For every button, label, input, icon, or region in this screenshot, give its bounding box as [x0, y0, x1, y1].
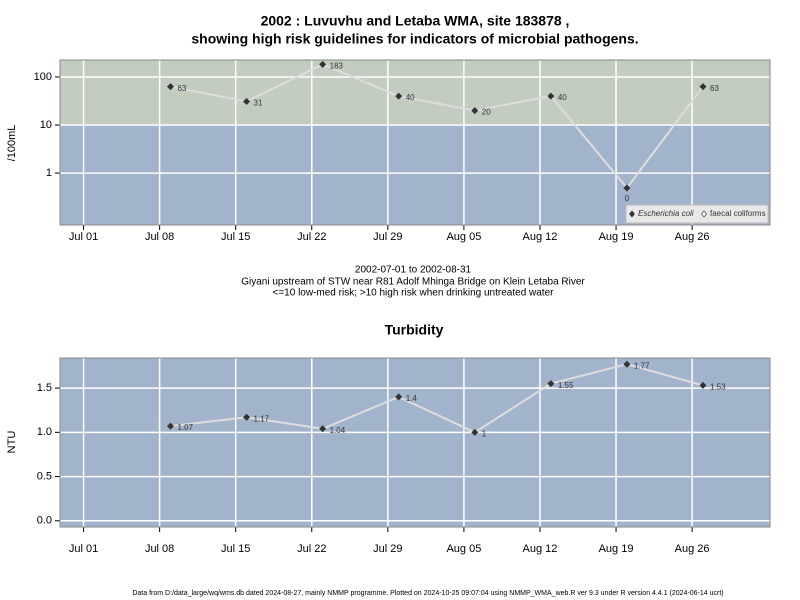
data-label: 40	[406, 93, 415, 102]
data-label: 1.17	[254, 414, 270, 423]
data-point	[623, 184, 631, 192]
data-point	[319, 60, 327, 68]
data-point	[243, 97, 251, 105]
x-tick-label: Aug 19	[599, 231, 634, 243]
x-tick-label: Jul 15	[221, 543, 250, 555]
caption: <=10 low-med risk; >10 high risk when dr…	[273, 288, 555, 299]
series-line	[170, 63, 704, 190]
data-label: 31	[254, 99, 263, 108]
series-line	[170, 363, 704, 434]
data-point	[471, 428, 479, 436]
legend-label: faecal coliforms	[710, 209, 766, 218]
x-tick-label: Jul 29	[373, 543, 402, 555]
y-tick-label: 0.0	[37, 515, 52, 527]
x-tick-label: Jul 08	[145, 543, 174, 555]
x-tick-label: Jul 22	[297, 543, 326, 555]
data-point	[699, 381, 707, 389]
x-tick-label: Jul 22	[297, 231, 326, 243]
data-label: 1.55	[558, 381, 574, 390]
chart-title: showing high risk guidelines for indicat…	[191, 31, 638, 47]
x-tick-label: Aug 12	[523, 543, 558, 555]
data-label: 1.53	[710, 383, 726, 392]
high-risk-band	[60, 60, 770, 126]
data-label: 1.77	[634, 361, 650, 370]
footer: Data from D:/data_large/wq/wms.db dated …	[132, 590, 723, 597]
x-tick-label: Aug 12	[523, 231, 558, 243]
data-point	[471, 107, 479, 115]
data-point	[166, 83, 174, 91]
y-tick-label: 0.5	[37, 470, 52, 482]
y-axis-label: /100mL	[6, 125, 18, 162]
data-label: 63	[177, 84, 186, 93]
chart-title: Turbidity	[385, 322, 444, 338]
x-tick-label: Aug 05	[446, 231, 481, 243]
x-tick-label: Jul 01	[69, 543, 98, 555]
data-label: 40	[558, 93, 567, 102]
plot-frame	[59, 357, 771, 528]
data-label: 1.04	[330, 426, 346, 435]
data-label: 1.07	[177, 423, 193, 432]
data-label: 20	[482, 108, 491, 117]
x-tick-label: Aug 26	[675, 231, 710, 243]
caption: 2002-07-01 to 2002-08-31	[355, 265, 472, 276]
x-tick-label: Aug 05	[446, 543, 481, 555]
y-tick-label: 100	[34, 71, 52, 83]
data-label: 183	[330, 62, 344, 71]
caption: Giyani upstream of STW near R81 Adolf Mh…	[241, 277, 585, 288]
data-point	[319, 425, 327, 433]
data-point	[243, 413, 251, 421]
x-tick-label: Aug 26	[675, 543, 710, 555]
plot-background	[60, 358, 770, 527]
data-point	[547, 380, 555, 388]
x-tick-label: Jul 15	[221, 231, 250, 243]
data-label: 1	[482, 429, 487, 438]
chart-title: 2002 : Luvuvhu and Letaba WMA, site 1838…	[261, 13, 570, 29]
x-tick-label: Jul 29	[373, 231, 402, 243]
data-point	[623, 360, 631, 368]
x-tick-label: Aug 19	[599, 543, 634, 555]
legend-marker	[629, 210, 635, 218]
legend-label: Escherichia coli	[638, 209, 694, 218]
data-label: 1.4	[406, 394, 418, 403]
plot-frame	[59, 59, 771, 226]
data-point	[395, 92, 403, 100]
data-label: 63	[710, 84, 719, 93]
legend-marker	[701, 210, 707, 218]
x-tick-label: Jul 08	[145, 231, 174, 243]
data-label: 0	[625, 194, 630, 203]
data-point	[395, 393, 403, 401]
y-tick-label: 1.0	[37, 426, 52, 438]
data-point	[166, 422, 174, 430]
y-tick-label: 10	[40, 119, 52, 131]
x-tick-label: Jul 01	[69, 231, 98, 243]
y-axis-label: NTU	[6, 431, 18, 454]
y-tick-label: 1	[46, 167, 52, 179]
y-tick-label: 1.5	[37, 382, 52, 394]
legend-box	[625, 204, 769, 224]
data-point	[547, 92, 555, 100]
data-point	[699, 83, 707, 91]
